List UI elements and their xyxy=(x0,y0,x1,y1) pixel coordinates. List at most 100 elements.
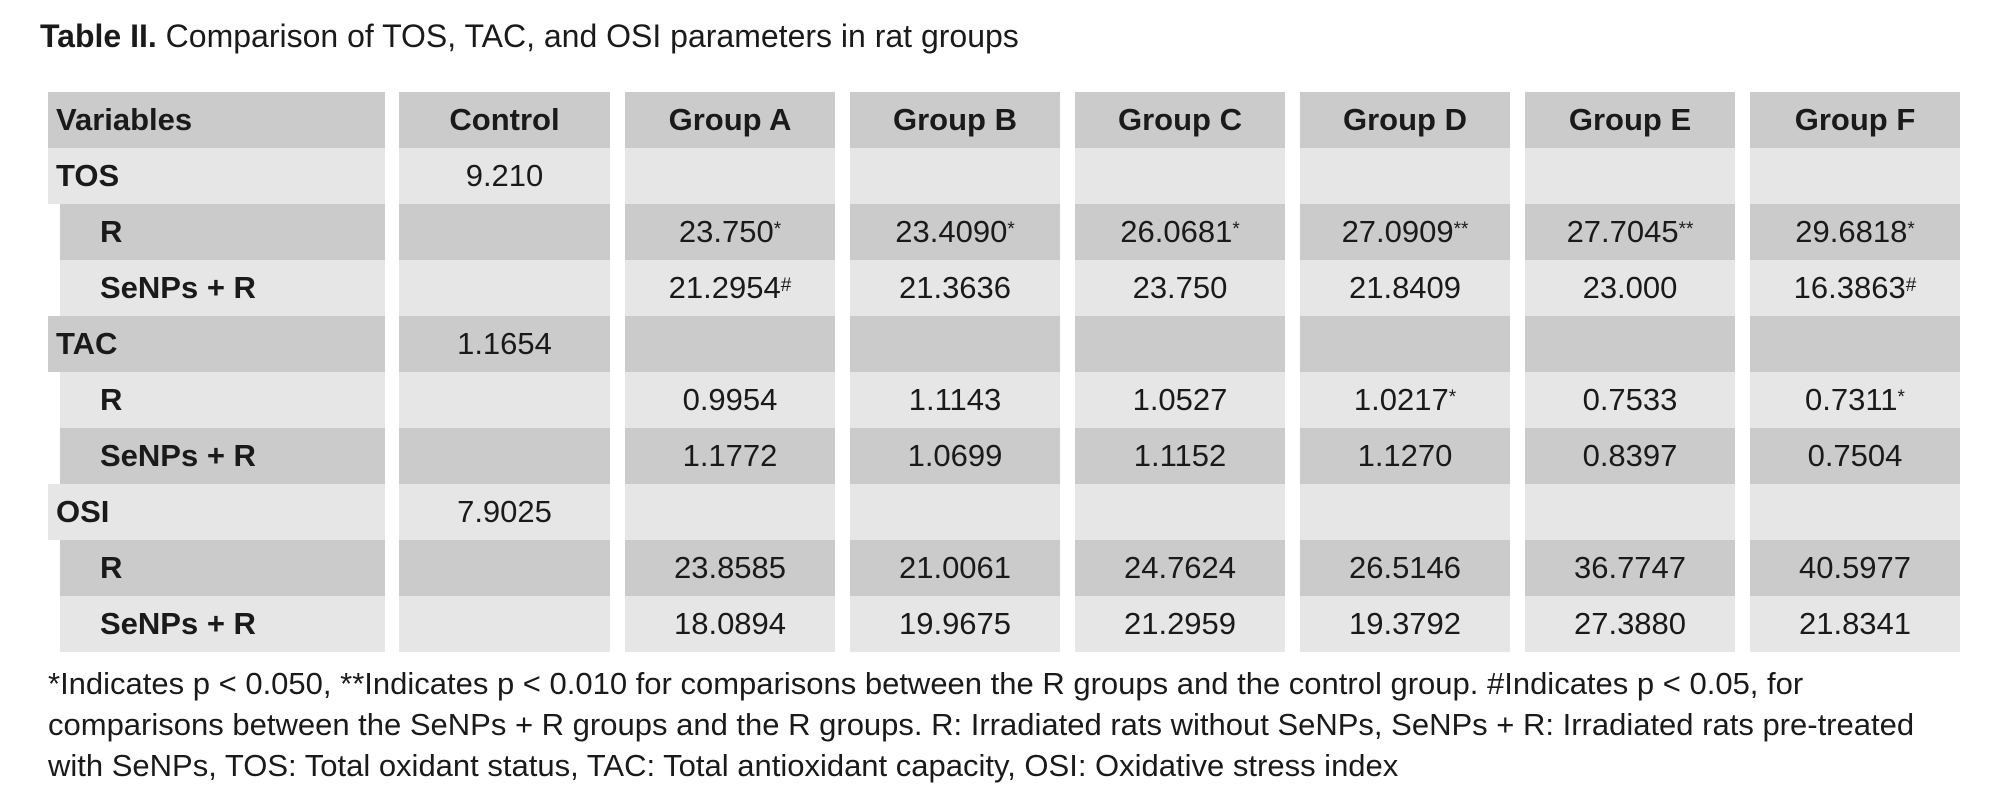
group-value-text: 19.3792 xyxy=(1348,606,1462,641)
group-value-text: 29.6818 xyxy=(1795,214,1908,249)
header-group-d: Group D xyxy=(1300,92,1510,148)
group-value: 1.1152 xyxy=(1075,428,1285,484)
group-value-text: 26.0681 xyxy=(1120,214,1233,249)
control-value xyxy=(399,428,610,484)
header-variables: Variables xyxy=(48,92,385,148)
control-value xyxy=(399,260,610,316)
group-value: 1.1772 xyxy=(625,428,835,484)
group-value-text: 1.1143 xyxy=(908,382,1002,417)
group-value: 1.0217 * xyxy=(1300,372,1510,428)
group-value-text: 18.0894 xyxy=(673,606,787,641)
group-value-text: 0.7533 xyxy=(1582,382,1678,417)
group-value-text: 26.5146 xyxy=(1348,550,1462,585)
group-value: 1.1143 xyxy=(850,372,1060,428)
group-value: 0.9954 xyxy=(625,372,835,428)
group-value-text: 27.3880 xyxy=(1573,606,1687,641)
group-value-text: 21.3636 xyxy=(898,270,1012,305)
header-group-c: Group C xyxy=(1075,92,1285,148)
group-value xyxy=(1525,148,1735,204)
group-value: 21.8409 xyxy=(1300,260,1510,316)
group-value: 26.5146 xyxy=(1300,540,1510,596)
control-value-text: 1.1654 xyxy=(457,326,552,361)
table-footnote: *Indicates p < 0.050, **Indicates p < 0.… xyxy=(48,666,1915,783)
group-value xyxy=(1300,148,1510,204)
row-label: TAC xyxy=(48,316,385,372)
group-value-text: 23.000 xyxy=(1582,270,1678,305)
header-group-a: Group A xyxy=(625,92,835,148)
group-value: 16.3863 # xyxy=(1750,260,1960,316)
table-caption: Table II. Comparison of TOS, TAC, and OS… xyxy=(40,14,1019,58)
header-label: Group A xyxy=(668,102,792,137)
header-label: Group F xyxy=(1794,102,1916,137)
group-value: 19.9675 xyxy=(850,596,1060,652)
row-label: SeNPs + R xyxy=(48,260,385,316)
group-value xyxy=(1075,148,1285,204)
row-label-text: OSI xyxy=(56,494,110,529)
header-group-b: Group B xyxy=(850,92,1060,148)
control-value xyxy=(399,204,610,260)
group-value xyxy=(625,316,835,372)
group-value xyxy=(850,484,1060,540)
group-value-text: 21.8409 xyxy=(1348,270,1462,305)
group-value: 1.1270 xyxy=(1300,428,1510,484)
row-label-text: SeNPs + R xyxy=(100,270,256,305)
group-value-text: 1.1772 xyxy=(682,438,778,473)
group-value: 21.3636 xyxy=(850,260,1060,316)
group-value-text: 24.7624 xyxy=(1123,550,1237,585)
results-table: Variables Control Group A Group B Group C Gro… xyxy=(48,92,1960,652)
group-value-text: 36.7747 xyxy=(1573,550,1687,585)
group-value xyxy=(1750,484,1960,540)
row-label-text: TAC xyxy=(56,326,118,361)
group-value-text: 0.7504 xyxy=(1807,438,1903,473)
row-indent-divider xyxy=(48,596,60,652)
group-value: 23.000 xyxy=(1525,260,1735,316)
group-value: 0.7311 * xyxy=(1750,372,1960,428)
group-value xyxy=(1750,148,1960,204)
group-value: 40.5977 xyxy=(1750,540,1960,596)
group-value xyxy=(625,148,835,204)
row-label-text: TOS xyxy=(56,158,120,193)
row-indent-divider xyxy=(48,540,60,596)
group-value: 21.2954 # xyxy=(625,260,835,316)
row-label: R xyxy=(48,204,385,260)
group-value-text: 21.2954 xyxy=(668,270,781,305)
group-value: 21.0061 xyxy=(850,540,1060,596)
group-value xyxy=(850,316,1060,372)
row-indent-divider xyxy=(48,260,60,316)
group-value: 19.3792 xyxy=(1300,596,1510,652)
header-label: Variables xyxy=(56,102,193,137)
row-label: SeNPs + R xyxy=(48,596,385,652)
header-label: Group E xyxy=(1568,102,1692,137)
row-label-text: SeNPs + R xyxy=(100,606,256,641)
header-label: Group D xyxy=(1343,102,1467,137)
header-label: Control xyxy=(449,102,560,137)
group-value: 21.8341 xyxy=(1750,596,1960,652)
control-value-text: 9.210 xyxy=(465,158,544,193)
row-label: TOS xyxy=(48,148,385,204)
group-value: 27.3880 xyxy=(1525,596,1735,652)
group-value-text: 1.1152 xyxy=(1133,438,1227,473)
group-value: 0.7533 xyxy=(1525,372,1735,428)
group-value: 29.6818 * xyxy=(1750,204,1960,260)
group-value xyxy=(850,148,1060,204)
group-value-text: 1.0527 xyxy=(1132,382,1228,417)
group-value: 23.8585 xyxy=(625,540,835,596)
group-value xyxy=(1075,484,1285,540)
table-caption-label: Table II. xyxy=(40,18,157,54)
row-label: SeNPs + R xyxy=(48,428,385,484)
control-value: 1.1654 xyxy=(399,316,610,372)
group-value-text: 0.8397 xyxy=(1582,438,1678,473)
row-label: R xyxy=(48,372,385,428)
header-group-e: Group E xyxy=(1525,92,1735,148)
group-value xyxy=(1750,316,1960,372)
header-group-f: Group F xyxy=(1750,92,1960,148)
control-value: 9.210 xyxy=(399,148,610,204)
group-value-text: 40.5977 xyxy=(1798,550,1912,585)
group-value xyxy=(1075,316,1285,372)
group-value-text: 27.0909 xyxy=(1341,214,1454,249)
group-value: 23.750 xyxy=(1075,260,1285,316)
group-value-text: 23.750 xyxy=(1132,270,1228,305)
group-value-text: 1.0699 xyxy=(907,438,1003,473)
group-value-text: 19.9675 xyxy=(898,606,1012,641)
group-value xyxy=(625,484,835,540)
